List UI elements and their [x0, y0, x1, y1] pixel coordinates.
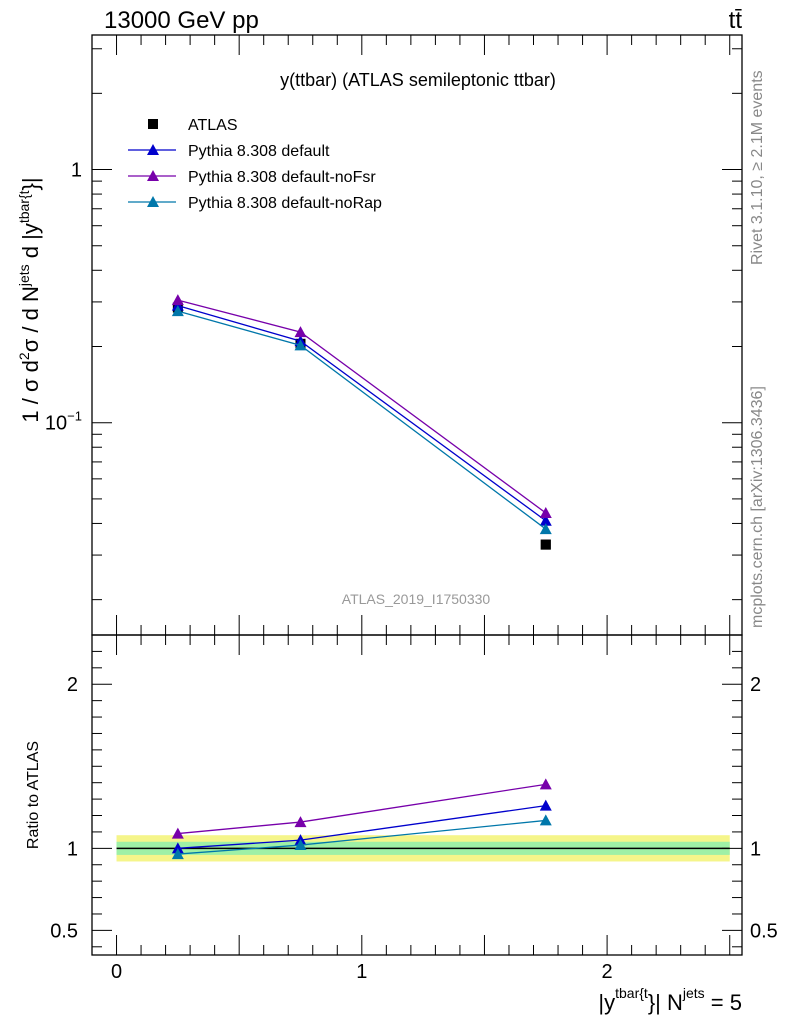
main-point-3 [171, 305, 184, 317]
legend-marker-norap [147, 196, 159, 207]
ratio-point-2 [171, 848, 184, 860]
main-title: y(ttbar) (ATLAS semileptonic ttbar) [280, 70, 556, 90]
ratio-x-tick-labels: 0 1 2 [111, 961, 613, 983]
main-axis-ticks [92, 35, 742, 635]
main-y-tick-labels: 1 10−1 [45, 160, 82, 435]
legend-label-atlas: ATLAS [188, 117, 238, 134]
watermark: ATLAS_2019_I1750330 [342, 591, 491, 607]
legend-marker-atlas [148, 119, 158, 129]
ratio-series-group [171, 778, 552, 860]
ratio-point-0 [171, 842, 184, 854]
ratio-y-tick-label: 2 [67, 674, 78, 696]
ratio-point-2 [539, 814, 552, 826]
ratio-point-0 [539, 799, 552, 811]
ratio-point-1 [294, 816, 307, 828]
main-point-3 [539, 523, 552, 535]
main-y-axis-label: 1 / σ d2σ / d Njets d |ytbar{t}| [16, 177, 43, 422]
legend-label-nofsr: Pythia 8.308 default-noFsr [188, 169, 376, 186]
legend: ATLAS Pythia 8.308 default Pythia 8.308 … [128, 117, 382, 212]
legend-entry-norap: Pythia 8.308 default-noRap [128, 195, 382, 212]
legend-entry-default: Pythia 8.308 default [128, 143, 330, 160]
ratio-panel: 0.5 0.5 1 1 2 2 0 1 2 Ratio to ATLAS |ytbar{t}|… [25, 634, 778, 1015]
ratio-point-1 [171, 827, 184, 839]
main-y-tick-label: 10−1 [45, 409, 82, 435]
ratio-y-tick-labels: 0.5 0.5 1 1 2 2 [50, 674, 778, 942]
header-process-label: tt̄ [729, 7, 743, 34]
main-series-line-3 [177, 310, 547, 530]
main-panel: y(ttbar) (ATLAS semileptonic ttbar) ATLA… [16, 34, 743, 636]
x-axis-label: |ytbar{t}| Njets = 5 [598, 985, 742, 1015]
x-tick-label: 1 [356, 961, 367, 983]
main-y-tick-label: 1 [71, 160, 82, 182]
ratio-y-tick-label: 0.5 [50, 920, 78, 942]
x-tick-label: 2 [602, 961, 613, 983]
x-tick-label: 0 [111, 961, 122, 983]
legend-entry-nofsr: Pythia 8.308 default-noFsr [128, 169, 376, 186]
main-point-3 [294, 339, 307, 351]
legend-marker-default [147, 144, 159, 155]
main-point-2 [294, 326, 307, 338]
ratio-point-2 [294, 839, 307, 851]
rivet-label: Rivet 3.1.10, ≥ 2.1M events [749, 70, 766, 265]
ratio-uncertainty-bands [116, 835, 730, 862]
mcplots-label: mcplots.cern.ch [arXiv:1306.3436] [749, 386, 766, 628]
ratio-y-tick-label-right: 2 [750, 674, 761, 696]
legend-label-norap: Pythia 8.308 default-noRap [188, 195, 382, 212]
main-point-2 [539, 506, 552, 518]
main-point-1 [539, 514, 552, 526]
main-point-2 [171, 294, 184, 306]
legend-label-default: Pythia 8.308 default [188, 143, 330, 160]
ratio-point-1 [539, 778, 552, 790]
ratio-y-tick-label-right: 0.5 [750, 920, 778, 942]
main-point-atlas-top [540, 539, 551, 550]
ratio-axis-ticks [92, 634, 742, 955]
ratio-y-tick-label: 1 [67, 838, 78, 860]
main-series-group [171, 294, 552, 550]
legend-marker-nofsr [147, 170, 159, 181]
header-energy-label: 13000 GeV pp [104, 7, 259, 34]
legend-entry-atlas: ATLAS [148, 117, 238, 134]
ratio-y-tick-label-right: 1 [750, 838, 761, 860]
ratio-frame [91, 634, 743, 956]
ratio-y-axis-label: Ratio to ATLAS [25, 741, 42, 849]
